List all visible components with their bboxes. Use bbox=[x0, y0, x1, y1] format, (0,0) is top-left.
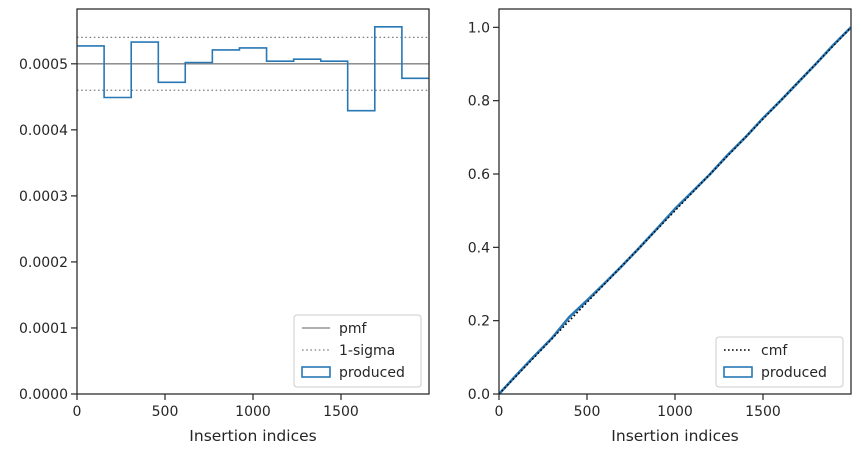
y-tick-label: 0.8 bbox=[468, 94, 490, 110]
legend-box bbox=[715, 336, 844, 388]
plot-area bbox=[499, 26, 851, 394]
x-tick-label: 0 bbox=[495, 404, 504, 420]
legend-box bbox=[293, 314, 422, 388]
y-tick-label: 0.0002 bbox=[19, 255, 68, 271]
series-produced-cumulative bbox=[499, 26, 851, 394]
x-tick-label: 1500 bbox=[323, 404, 359, 420]
y-tick-label: 0.0005 bbox=[19, 57, 68, 73]
legend-handle-produced bbox=[301, 366, 331, 378]
legend-label-cmf: cmf bbox=[761, 343, 788, 359]
legend-label-produced: produced bbox=[761, 365, 827, 381]
y-tick-label: 0.0003 bbox=[19, 189, 68, 205]
x-axis-label: Insertion indices bbox=[611, 427, 738, 445]
y-tick-label: 0.4 bbox=[468, 240, 490, 256]
x-axis-label: Insertion indices bbox=[189, 427, 316, 445]
legend: cmf produced bbox=[715, 336, 844, 388]
x-tick-label: 1000 bbox=[235, 404, 271, 420]
legend-label-pmf: pmf bbox=[339, 321, 368, 337]
y-tick-label: 0.0000 bbox=[19, 387, 68, 403]
legend: pmf 1-sigma produced bbox=[293, 314, 422, 388]
y-tick-label: 0.0001 bbox=[19, 321, 68, 337]
plot-area bbox=[77, 26, 429, 112]
series-cmf-line-overlay bbox=[499, 26, 851, 394]
y-tick-label: 0.6 bbox=[468, 167, 490, 183]
legend-handle-produced bbox=[723, 366, 753, 378]
x-tick-label: 1500 bbox=[745, 404, 781, 420]
pmf-panel: 0 500 1000 1500 0.0000 0.0001 0.0002 0.0003 0.00… bbox=[19, 8, 430, 445]
y-tick-label: 0.2 bbox=[468, 314, 490, 330]
y-tick-label: 0.0004 bbox=[19, 123, 68, 139]
y-tick-label: 0.0 bbox=[468, 387, 490, 403]
x-tick-label: 500 bbox=[574, 404, 601, 420]
x-tick-label: 0 bbox=[73, 404, 82, 420]
y-tick-label: 1.0 bbox=[468, 20, 490, 36]
x-tick-label: 1000 bbox=[657, 404, 693, 420]
legend-label-produced: produced bbox=[339, 365, 405, 381]
legend-label-1-sigma: 1-sigma bbox=[339, 343, 395, 359]
series-produced-step bbox=[77, 26, 429, 112]
x-tick-label: 500 bbox=[152, 404, 179, 420]
cmf-panel: 0 500 1000 1500 0.0 0.2 0.4 0.6 0.8 1.0 Insertion … bbox=[468, 8, 852, 445]
